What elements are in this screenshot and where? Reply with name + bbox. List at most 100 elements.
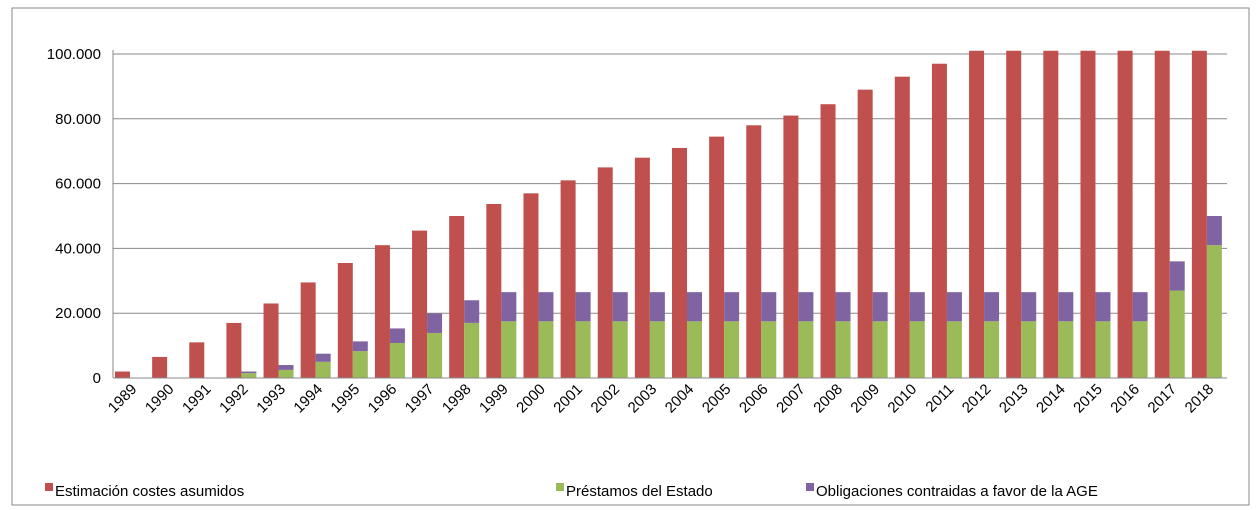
legend-label: Préstamos del Estado bbox=[566, 483, 713, 500]
x-tick-label: 2017 bbox=[1145, 381, 1181, 417]
chart-border bbox=[11, 7, 1250, 506]
legend-swatch bbox=[556, 483, 564, 491]
bar bbox=[612, 292, 628, 322]
bar bbox=[909, 321, 925, 378]
x-tick-label: 2009 bbox=[847, 381, 883, 417]
bar bbox=[835, 321, 851, 378]
bar bbox=[649, 292, 665, 322]
bar bbox=[241, 371, 257, 374]
legend-label: Obligaciones contraidas a favor de la AG… bbox=[816, 483, 1098, 500]
x-tick-label: 1990 bbox=[142, 381, 178, 417]
x-tick-label: 2004 bbox=[662, 381, 698, 417]
bar bbox=[872, 292, 888, 322]
x-tick-label: 1989 bbox=[105, 381, 141, 417]
bar bbox=[486, 204, 502, 378]
bar bbox=[1021, 321, 1037, 378]
bar bbox=[1058, 321, 1074, 378]
x-tick-label: 2015 bbox=[1070, 381, 1106, 417]
bar bbox=[634, 157, 650, 378]
x-tick-label: 2011 bbox=[922, 381, 957, 416]
bar bbox=[1006, 50, 1022, 378]
bar bbox=[931, 63, 947, 378]
x-tick-label: 1995 bbox=[328, 381, 364, 417]
y-tick-label: 0 bbox=[93, 370, 101, 387]
bar bbox=[746, 125, 762, 378]
bar bbox=[115, 371, 130, 378]
bar bbox=[352, 341, 368, 352]
bar bbox=[1095, 292, 1111, 322]
bar bbox=[374, 245, 390, 378]
bar bbox=[724, 292, 740, 322]
bar bbox=[909, 292, 925, 322]
bar bbox=[1132, 321, 1148, 378]
x-tick-label: 2007 bbox=[773, 381, 809, 417]
bar bbox=[523, 193, 539, 378]
bar bbox=[612, 321, 628, 378]
bar bbox=[538, 321, 554, 378]
bar bbox=[1191, 50, 1207, 378]
bar bbox=[501, 292, 517, 322]
legend-swatch bbox=[806, 483, 814, 491]
bar bbox=[1169, 261, 1185, 291]
x-tick-label: 2014 bbox=[1033, 381, 1069, 417]
bar bbox=[352, 351, 368, 378]
bar bbox=[984, 292, 1000, 322]
bar bbox=[761, 321, 777, 378]
bar bbox=[709, 136, 725, 378]
x-tick-label: 2013 bbox=[996, 381, 1032, 417]
x-tick-label: 1997 bbox=[402, 381, 438, 417]
bar bbox=[427, 332, 443, 378]
bar bbox=[857, 89, 873, 378]
bar bbox=[575, 292, 591, 322]
bar bbox=[687, 292, 702, 322]
bar bbox=[969, 50, 985, 378]
bar bbox=[1169, 290, 1185, 378]
legend-swatch bbox=[45, 483, 53, 491]
x-tick-label: 2003 bbox=[625, 381, 661, 417]
bar bbox=[597, 167, 613, 378]
bar bbox=[761, 292, 777, 322]
bar bbox=[798, 292, 814, 322]
x-tick-label: 2006 bbox=[736, 381, 772, 417]
bar bbox=[389, 328, 405, 344]
bar bbox=[278, 369, 294, 378]
x-tick-label: 2016 bbox=[1107, 381, 1143, 417]
bar bbox=[575, 321, 591, 378]
bar bbox=[315, 361, 331, 378]
bar bbox=[1117, 50, 1133, 378]
y-tick-label: 80.000 bbox=[55, 111, 101, 128]
bar bbox=[1095, 321, 1111, 378]
bar bbox=[984, 321, 1000, 378]
x-tick-label: 2001 bbox=[550, 381, 586, 417]
x-tick-label: 2005 bbox=[699, 381, 735, 417]
bar bbox=[1132, 292, 1148, 322]
bar bbox=[263, 303, 279, 378]
legend-label: Estimación costes asumidos bbox=[55, 483, 244, 500]
bar bbox=[464, 300, 480, 323]
x-tick-label: 1993 bbox=[253, 381, 289, 417]
bar bbox=[449, 216, 465, 378]
bar bbox=[835, 292, 851, 322]
bar bbox=[241, 373, 257, 378]
x-tick-label: 1991 bbox=[179, 381, 215, 417]
bar bbox=[464, 322, 480, 378]
x-tick-label: 1999 bbox=[476, 381, 512, 417]
bar bbox=[946, 321, 962, 378]
y-tick-label: 20.000 bbox=[55, 305, 101, 322]
bar bbox=[1043, 50, 1059, 378]
bar bbox=[798, 321, 814, 378]
bar bbox=[687, 321, 702, 378]
bar bbox=[300, 282, 316, 378]
bar bbox=[412, 230, 428, 378]
bar bbox=[427, 313, 443, 333]
x-tick-label: 2002 bbox=[588, 381, 624, 417]
bar bbox=[1154, 50, 1170, 378]
bar bbox=[1021, 292, 1037, 322]
bar bbox=[783, 115, 799, 378]
x-tick-label: 2000 bbox=[513, 381, 549, 417]
y-tick-label: 40.000 bbox=[55, 240, 101, 257]
x-tick-label: 1996 bbox=[365, 381, 401, 417]
bar bbox=[189, 342, 205, 378]
bar bbox=[337, 262, 353, 378]
bar bbox=[946, 292, 962, 322]
